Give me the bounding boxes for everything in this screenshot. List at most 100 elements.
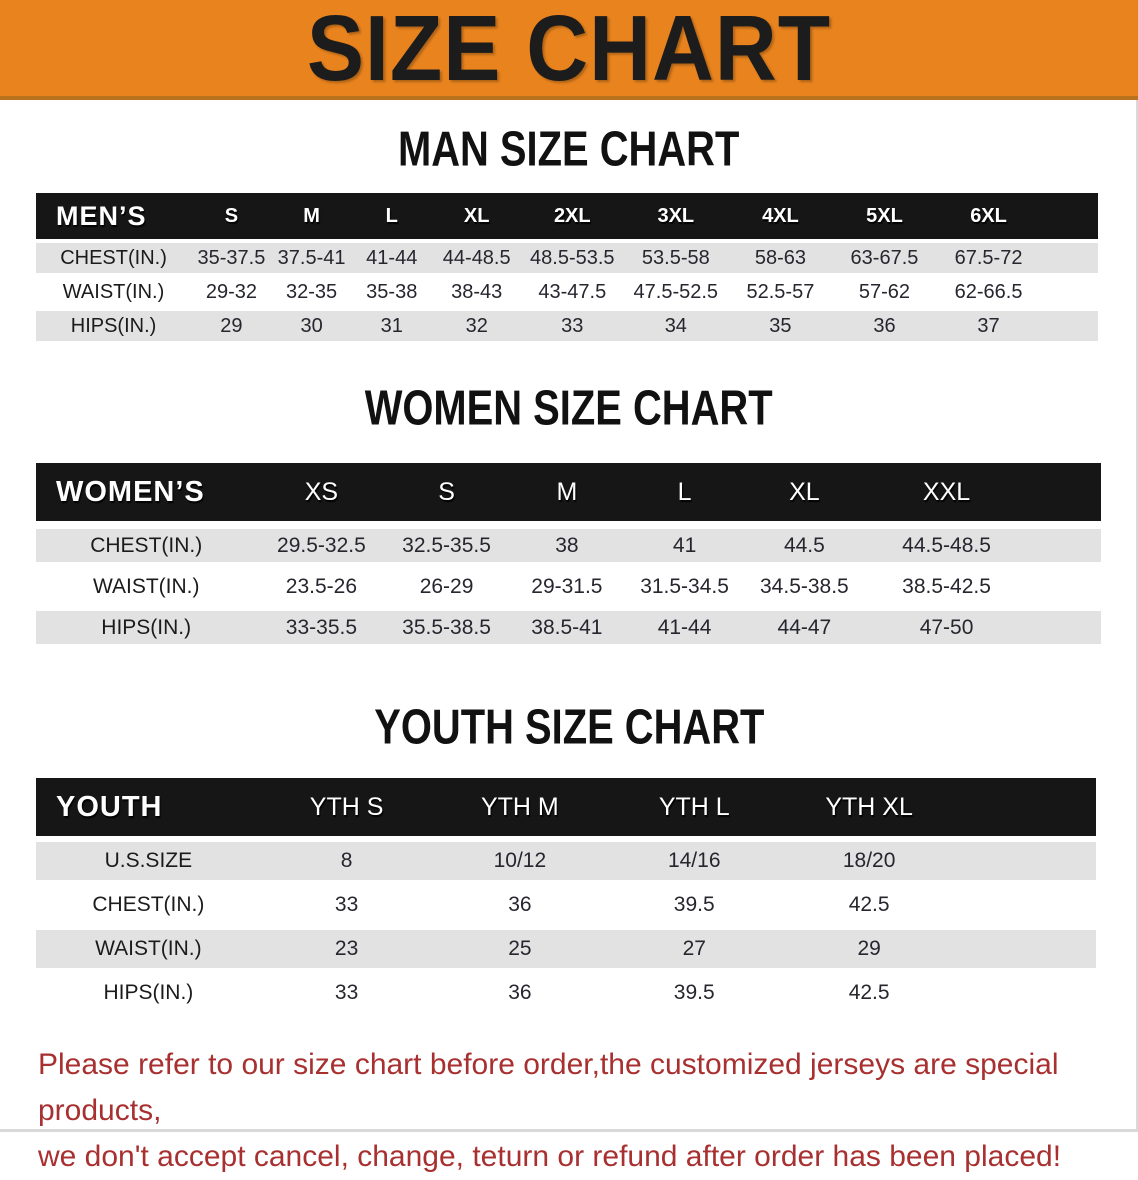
- row-label-cell: WAIST(IN.): [36, 570, 257, 603]
- disclaimer-line-1: Please refer to our size chart before or…: [38, 1048, 1059, 1127]
- measurement-cell: 30: [271, 311, 352, 341]
- measurement-cell: 44.5: [742, 529, 867, 562]
- measurement-cell: 23.5-26: [256, 570, 387, 603]
- measurement-cell: 48.5-53.5: [521, 243, 624, 273]
- measurement-cell: 38-43: [432, 277, 522, 307]
- size-column-header: XXL: [866, 463, 1027, 521]
- row-filler-cell: [1026, 611, 1101, 644]
- table-row: CHEST(IN.) 33 36 39.5 42.5: [36, 886, 1096, 924]
- header-filler-cell: [1040, 193, 1098, 239]
- table-row: HIPS(IN.) 29 30 31 32 33 34 35 36 37: [36, 311, 1098, 341]
- measurement-cell: 23: [260, 930, 433, 968]
- table-corner-label: YOUTH: [36, 778, 261, 836]
- row-label-cell: HIPS(IN.): [36, 974, 261, 1012]
- size-column-header: M: [271, 193, 352, 239]
- table-row: U.S.SIZE 8 10/12 14/16 18/20: [36, 842, 1096, 880]
- table-row: WAIST(IN.) 29-32 32-35 35-38 38-43 43-47.5 47.…: [36, 277, 1098, 307]
- measurement-cell: 53.5-58: [623, 243, 729, 273]
- measurement-cell: 41-44: [351, 243, 433, 273]
- men-heading-text: MAN SIZE CHART: [398, 120, 740, 177]
- measurement-cell: 34: [623, 311, 729, 341]
- measurement-cell: 32: [432, 311, 522, 341]
- disclaimer-text: Please refer to our size chart before or…: [38, 1042, 1138, 1180]
- table-row: CHEST(IN.) 29.5-32.5 32.5-35.5 38 41 44.5 44.5…: [36, 529, 1101, 562]
- row-label-cell: HIPS(IN.): [36, 611, 257, 644]
- row-label-cell: WAIST(IN.): [36, 930, 261, 968]
- row-label-cell: WAIST(IN.): [36, 277, 192, 307]
- measurement-cell: 32.5-35.5: [386, 529, 507, 562]
- measurement-cell: 8: [260, 842, 433, 880]
- measurement-cell: 67.5-72: [936, 243, 1041, 273]
- measurement-cell: 31: [351, 311, 433, 341]
- measurement-cell: 44-47: [742, 611, 867, 644]
- measurement-cell: 34.5-38.5: [742, 570, 867, 603]
- measurement-cell: 41: [627, 529, 743, 562]
- measurement-cell: 35-37.5: [191, 243, 272, 273]
- measurement-cell: 44.5-48.5: [866, 529, 1027, 562]
- measurement-cell: 47-50: [866, 611, 1027, 644]
- table-corner-label: WOMEN’S: [36, 463, 257, 521]
- size-column-header: 2XL: [521, 193, 624, 239]
- measurement-cell: 14/16: [607, 842, 782, 880]
- measurement-cell: 31.5-34.5: [627, 570, 743, 603]
- size-column-header: XL: [432, 193, 522, 239]
- measurement-cell: 33: [521, 311, 624, 341]
- measurement-cell: 36: [832, 311, 937, 341]
- size-chart-banner: SIZE CHART: [0, 0, 1138, 100]
- size-column-header: L: [351, 193, 433, 239]
- measurement-cell: 32-35: [271, 277, 352, 307]
- row-filler-cell: [957, 930, 1096, 968]
- measurement-cell: 52.5-57: [728, 277, 833, 307]
- men-size-table: MEN’S S M L XL 2XL 3XL 4XL 5XL 6XL CHEST(IN.) 35-37…: [36, 189, 1098, 345]
- women-section-heading: WOMEN SIZE CHART: [0, 380, 1138, 435]
- measurement-cell: 29.5-32.5: [256, 529, 387, 562]
- size-column-header: 6XL: [936, 193, 1041, 239]
- measurement-cell: 29: [191, 311, 272, 341]
- measurement-cell: 39.5: [607, 886, 782, 924]
- measurement-cell: 58-63: [728, 243, 833, 273]
- row-label-cell: CHEST(IN.): [36, 529, 257, 562]
- size-column-header: 3XL: [623, 193, 729, 239]
- measurement-cell: 36: [432, 886, 608, 924]
- row-label-cell: HIPS(IN.): [36, 311, 192, 341]
- women-size-table: WOMEN’S XS S M L XL XXL CHEST(IN.) 29.5-32.5 32.5…: [36, 455, 1101, 652]
- row-label-cell: CHEST(IN.): [36, 243, 192, 273]
- measurement-cell: 26-29: [386, 570, 507, 603]
- measurement-cell: 37.5-41: [271, 243, 352, 273]
- size-column-header: YTH L: [607, 778, 782, 836]
- measurement-cell: 38.5-41: [506, 611, 628, 644]
- measurement-cell: 10/12: [432, 842, 608, 880]
- banner-title: SIZE CHART: [306, 0, 832, 100]
- row-filler-cell: [957, 974, 1096, 1012]
- measurement-cell: 29-31.5: [506, 570, 628, 603]
- row-filler-cell: [957, 886, 1096, 924]
- measurement-cell: 29: [781, 930, 958, 968]
- measurement-cell: 41-44: [627, 611, 743, 644]
- size-column-header: 5XL: [832, 193, 937, 239]
- size-column-header: YTH XL: [781, 778, 958, 836]
- size-column-header: YTH M: [432, 778, 608, 836]
- measurement-cell: 42.5: [781, 974, 958, 1012]
- table-corner-label: MEN’S: [36, 193, 192, 239]
- row-filler-cell: [1040, 243, 1098, 273]
- measurement-cell: 35-38: [351, 277, 433, 307]
- measurement-cell: 44-48.5: [432, 243, 522, 273]
- row-label-cell: U.S.SIZE: [36, 842, 261, 880]
- measurement-cell: 25: [432, 930, 608, 968]
- measurement-cell: 43-47.5: [521, 277, 624, 307]
- size-column-header: L: [627, 463, 743, 521]
- table-row: CHEST(IN.) 35-37.5 37.5-41 41-44 44-48.5 48.5…: [36, 243, 1098, 273]
- men-section-heading: MAN SIZE CHART: [0, 121, 1138, 176]
- measurement-cell: 35: [728, 311, 833, 341]
- measurement-cell: 39.5: [607, 974, 782, 1012]
- row-filler-cell: [957, 842, 1096, 880]
- measurement-cell: 33: [260, 886, 433, 924]
- header-row: MEN’S S M L XL 2XL 3XL 4XL 5XL 6XL: [36, 193, 1098, 239]
- youth-heading-text: YOUTH SIZE CHART: [373, 698, 765, 755]
- measurement-cell: 29-32: [191, 277, 272, 307]
- size-column-header: XL: [742, 463, 867, 521]
- measurement-cell: 37: [936, 311, 1041, 341]
- youth-size-table: YOUTH YTH S YTH M YTH L YTH XL U.S.SIZE 8 10/12…: [36, 772, 1096, 1018]
- table-row: HIPS(IN.) 33 36 39.5 42.5: [36, 974, 1096, 1012]
- disclaimer-line-2: we don't accept cancel, change, teturn o…: [38, 1140, 1062, 1173]
